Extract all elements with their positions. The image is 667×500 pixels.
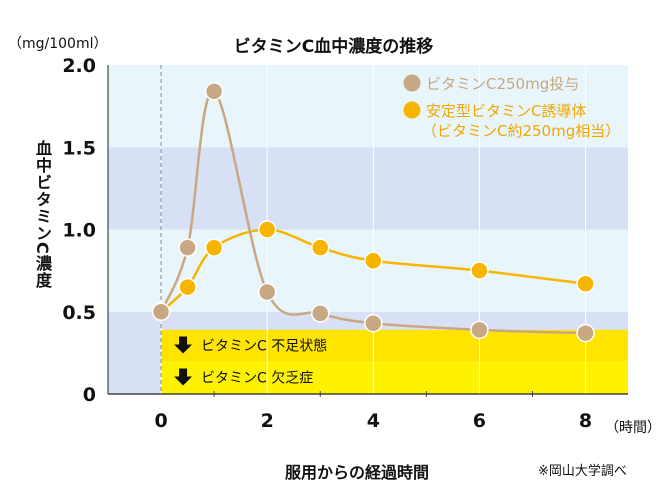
x-tick-label: 4 xyxy=(367,410,380,432)
tick-labels: 0 0.5 1.0 1.5 2.0 0 2 4 6 8 xyxy=(62,55,592,432)
band-2 xyxy=(108,147,628,230)
data-point-s1 xyxy=(178,277,197,297)
data-point-s0 xyxy=(470,320,489,340)
zone-label: ビタミンC 不足状態 xyxy=(201,338,327,354)
data-point-s1 xyxy=(470,261,489,280)
chart-title: ビタミンC血中濃度の推移 xyxy=(233,37,434,57)
unit-label: （mg/100ml） xyxy=(8,36,108,52)
data-point-s0 xyxy=(178,238,197,257)
data-point-s1 xyxy=(364,251,383,271)
data-point-s0 xyxy=(204,82,224,101)
legend-label-0: ビタミンC250mg投与 xyxy=(426,75,579,93)
x-axis-label: 服用からの経過時間 xyxy=(285,463,430,482)
data-point-s0 xyxy=(257,282,277,302)
down-arrow-icon xyxy=(174,368,193,386)
data-point-s0 xyxy=(151,302,171,321)
data-point-s0 xyxy=(576,323,595,343)
zone-label: ビタミンC 欠乏症 xyxy=(201,371,313,387)
legend-marker-0 xyxy=(403,74,421,92)
y-axis-label: 血中ビタミンC濃度 xyxy=(33,140,52,289)
data-point-s1 xyxy=(576,274,595,294)
data-point-s0 xyxy=(310,304,330,323)
zone-1 xyxy=(161,361,628,394)
y-tick-label: 2.0 xyxy=(62,55,96,77)
data-point-s0 xyxy=(364,314,383,333)
legend-label-1: 安定型ビタミンC誘導体 xyxy=(426,102,586,120)
y-tick-label: 0.5 xyxy=(62,302,96,324)
x-tick-label: 0 xyxy=(154,410,167,432)
data-point-s1 xyxy=(310,238,330,257)
x-unit-label: （時間） xyxy=(605,420,661,436)
y-tick-label: 1.0 xyxy=(62,220,96,242)
series-points xyxy=(151,82,595,343)
y-tick-label: 1.5 xyxy=(62,137,96,159)
legend-marker-1 xyxy=(403,101,421,119)
x-tick-label: 8 xyxy=(579,410,592,432)
legend-label-1-sub: （ビタミンC約250mg相当） xyxy=(422,122,620,140)
band-3 xyxy=(108,65,628,148)
series-line-0 xyxy=(159,90,586,335)
data-point-s1 xyxy=(204,238,224,257)
source-note: ※岡山大学調べ xyxy=(538,464,627,479)
y-tick-label: 0 xyxy=(83,384,96,406)
x-tick-label: 6 xyxy=(473,410,486,432)
zone-0 xyxy=(161,329,628,362)
data-point-s1 xyxy=(257,220,277,239)
x-tick-label: 2 xyxy=(261,410,274,432)
down-arrow-icon xyxy=(174,336,193,354)
axes xyxy=(107,65,628,395)
